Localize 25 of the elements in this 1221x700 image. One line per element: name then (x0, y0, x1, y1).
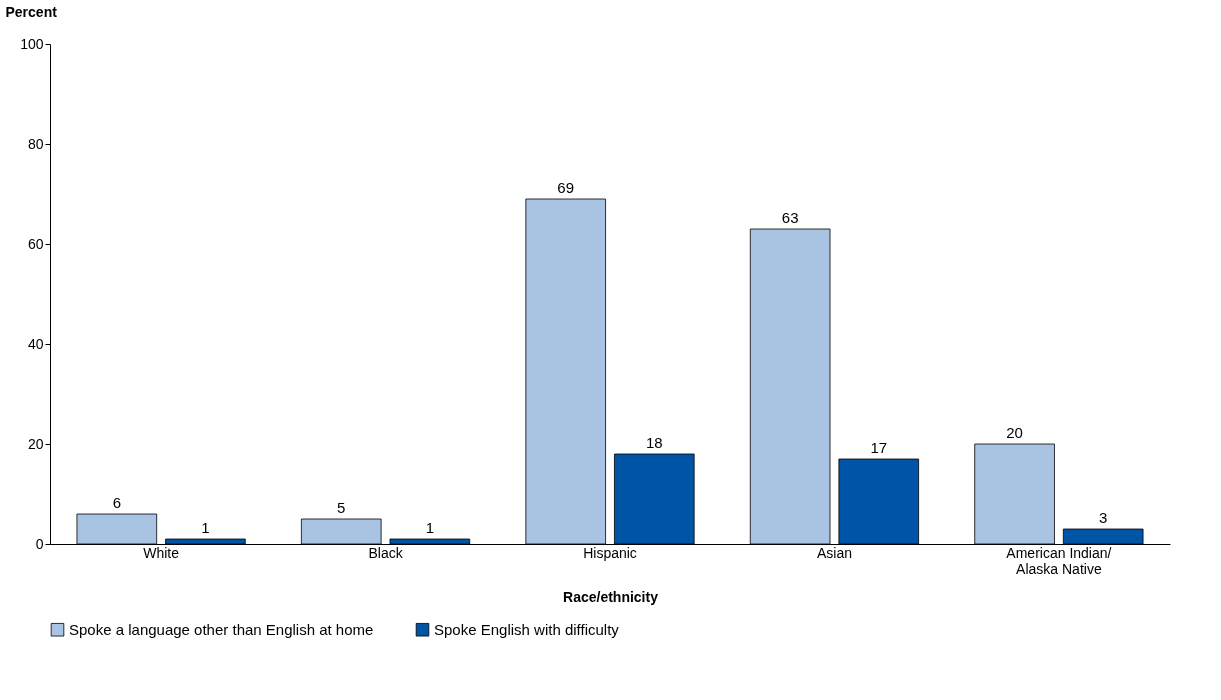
data-label: 1 (201, 519, 210, 536)
legend-label: Spoke English with difficulty (434, 620, 620, 638)
y-axis-title: Percent (5, 3, 58, 20)
y-tick-label: 40 (27, 335, 44, 352)
data-label: 20 (1006, 424, 1023, 441)
data-label: 69 (557, 179, 575, 196)
x-tick-label: White (143, 544, 180, 561)
legend-label: Spoke a language other than English at home (69, 620, 374, 638)
data-label: 17 (870, 439, 888, 456)
x-tick-label: Black (368, 544, 404, 561)
data-label: 63 (781, 209, 799, 226)
y-tick-label: 60 (27, 235, 44, 252)
y-tick-label: 20 (27, 435, 44, 452)
data-label: 6 (112, 494, 121, 511)
data-label: 1 (425, 519, 435, 536)
y-tick-label: 80 (27, 135, 44, 152)
y-tick-label: 0 (35, 535, 44, 552)
x-tick-label: Asian (816, 544, 852, 561)
x-tick-label: American Indian/Alaska Native (1006, 544, 1112, 577)
x-axis-title: Race/ethnicity (563, 588, 659, 605)
data-label: 5 (337, 499, 346, 516)
data-label: 3 (1099, 509, 1108, 526)
y-tick-label: 100 (20, 35, 44, 52)
x-tick-label: Hispanic (583, 544, 637, 561)
data-label: 18 (645, 434, 663, 451)
